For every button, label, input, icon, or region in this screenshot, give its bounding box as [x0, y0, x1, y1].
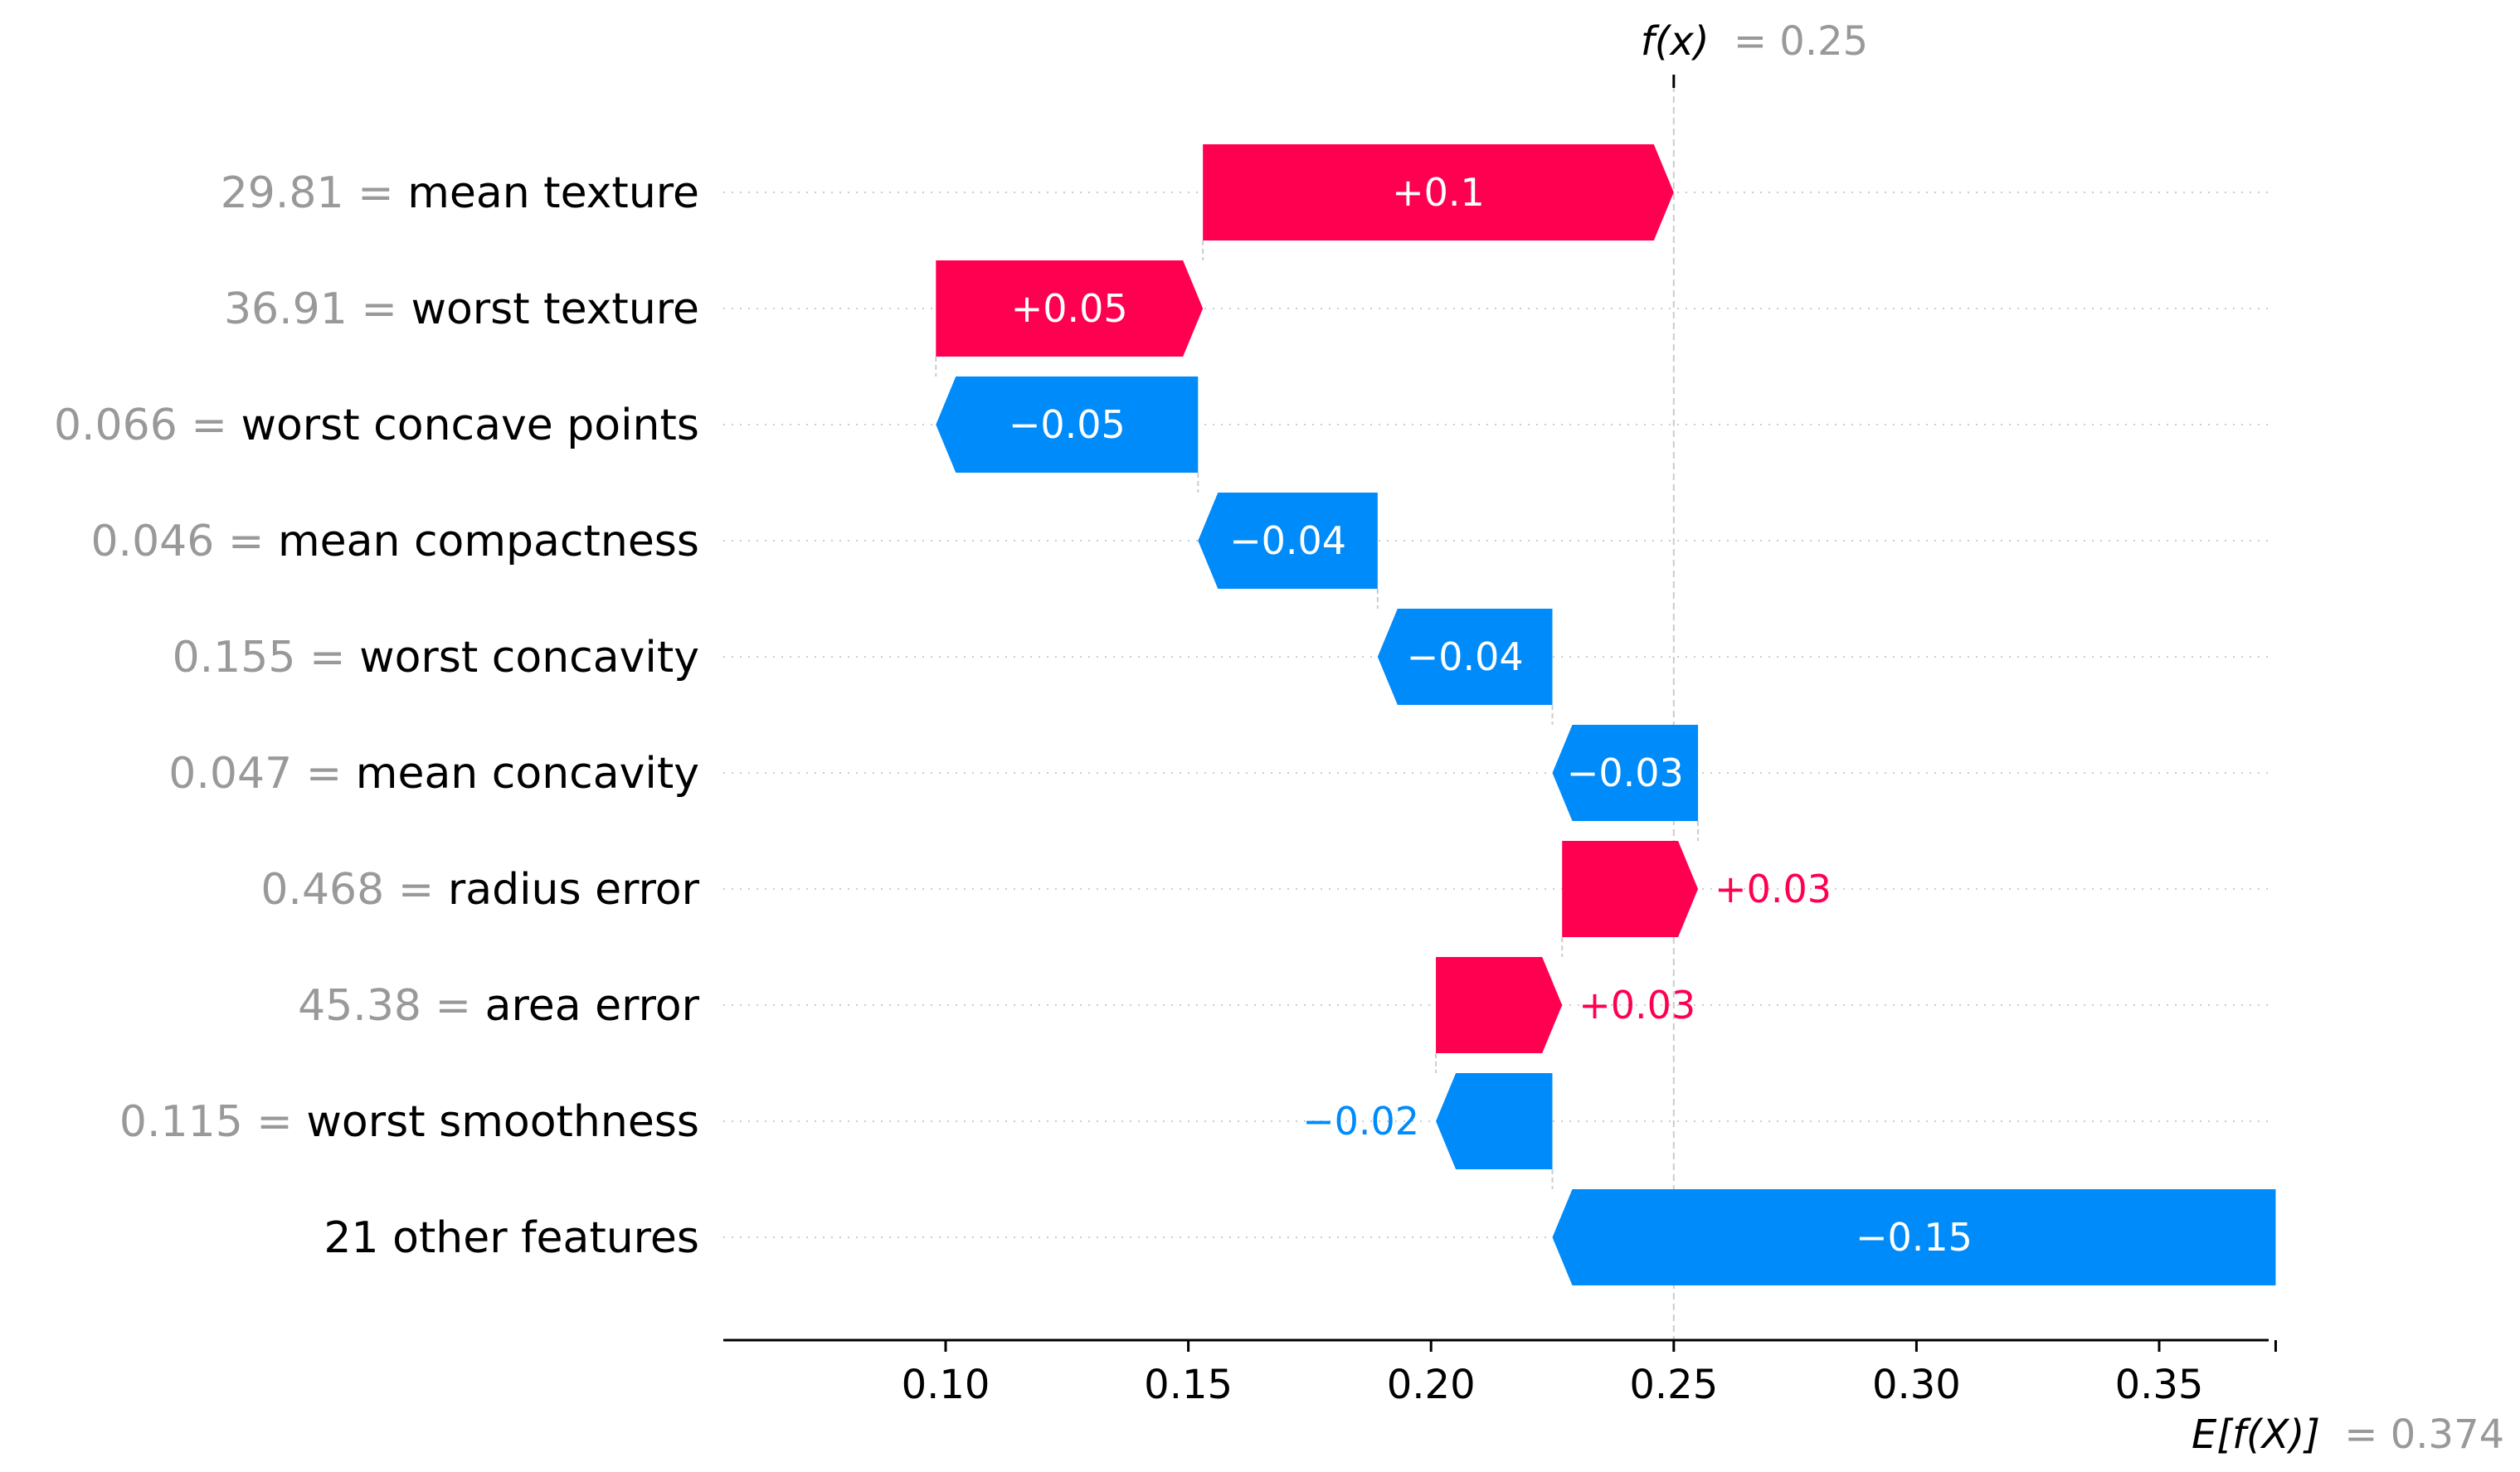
feature-name: worst smoothness — [306, 1097, 699, 1147]
feature-label: 36.91 = worst texture — [224, 284, 699, 334]
output-value: = 0.25 — [1734, 18, 1868, 65]
feature-name: worst concave points — [241, 401, 699, 450]
feature-name: mean texture — [407, 168, 699, 218]
bar-value-label: −0.15 — [1856, 1215, 1973, 1260]
x-tick-label: 0.30 — [1872, 1362, 1961, 1408]
x-tick-label: 0.15 — [1144, 1362, 1233, 1408]
x-axis: 0.10 0.15 0.20 0.25 0.30 0.35 — [723, 1338, 2277, 1408]
positive-bar — [936, 260, 1204, 357]
negative-bar — [1436, 1073, 1553, 1169]
feature-name: radius error — [448, 865, 700, 915]
bar-value-label: −0.04 — [1229, 518, 1346, 563]
positive-bar — [1562, 841, 1699, 937]
bar-value-label: +0.05 — [1011, 286, 1128, 331]
feature-label: 0.047 = mean concavity — [168, 749, 699, 799]
feature-value: 0.155 = — [173, 633, 360, 683]
x-tick-label: 0.35 — [2115, 1362, 2204, 1408]
negative-bar — [1377, 609, 1553, 705]
x-tick-label: 0.10 — [902, 1362, 990, 1408]
negative-bar — [1552, 1189, 2276, 1285]
feature-name: worst texture — [411, 284, 699, 334]
feature-labels: 29.81 = mean texture 36.91 = worst textur… — [54, 168, 700, 1263]
bars-layer: +0.1 +0.05 −0.05 −0.04 −0.04 −0.03 +0.03 +0.03 −… — [936, 144, 2276, 1285]
bar-value-label: +0.1 — [1392, 170, 1485, 215]
positive-bar — [1203, 144, 1674, 240]
bar-value-label: +0.03 — [1715, 867, 1832, 911]
feature-value: 45.38 = — [298, 981, 485, 1031]
feature-name: 21 other features — [324, 1213, 699, 1263]
negative-bar — [936, 377, 1199, 473]
base-value: = 0.374 — [2344, 1411, 2504, 1458]
positive-bar — [1436, 957, 1563, 1053]
bar-value-label: −0.02 — [1302, 1099, 1419, 1144]
x-tick-label: 0.25 — [1629, 1362, 1718, 1408]
feature-value: 36.91 = — [224, 284, 411, 334]
annotations: f(x) = 0.25 E[f(X)] = 0.374 — [1641, 18, 2504, 1458]
negative-bar — [1552, 725, 1699, 821]
feature-label: 0.115 = worst smoothness — [119, 1097, 699, 1147]
feature-value: 0.468 = — [260, 865, 448, 915]
feature-name: mean concavity — [356, 749, 699, 799]
bar-value-label: −0.03 — [1567, 751, 1684, 795]
feature-label: 45.38 = area error — [298, 981, 699, 1031]
feature-label: 21 other features — [324, 1213, 699, 1263]
feature-label: 0.046 = mean compactness — [90, 517, 699, 566]
feature-name: area error — [485, 981, 700, 1031]
feature-name: worst concavity — [359, 633, 699, 683]
output-annotation: f(x) = 0.25 — [1641, 18, 1868, 65]
x-tick-label: 0.20 — [1387, 1362, 1476, 1408]
feature-label: 0.468 = radius error — [260, 865, 699, 915]
negative-bar — [1198, 493, 1378, 589]
base-annotation: E[f(X)] = 0.374 — [2192, 1411, 2504, 1458]
feature-value: 0.066 = — [54, 401, 241, 450]
bar-value-label: −0.05 — [1009, 402, 1126, 447]
output-label: f(x) — [1641, 18, 1710, 65]
feature-label: 29.81 = mean texture — [221, 168, 699, 218]
feature-value: 0.115 = — [119, 1097, 307, 1147]
feature-label: 0.066 = worst concave points — [54, 401, 699, 450]
feature-value: 29.81 = — [221, 168, 408, 218]
feature-value: 0.047 = — [168, 749, 356, 799]
feature-name: mean compactness — [278, 517, 699, 566]
feature-value: 0.046 = — [90, 517, 278, 566]
bar-value-label: +0.03 — [1579, 983, 1695, 1027]
base-label: E[f(X)] — [2192, 1411, 2320, 1458]
bar-value-label: −0.04 — [1407, 634, 1524, 679]
feature-label: 0.155 = worst concavity — [173, 633, 699, 683]
